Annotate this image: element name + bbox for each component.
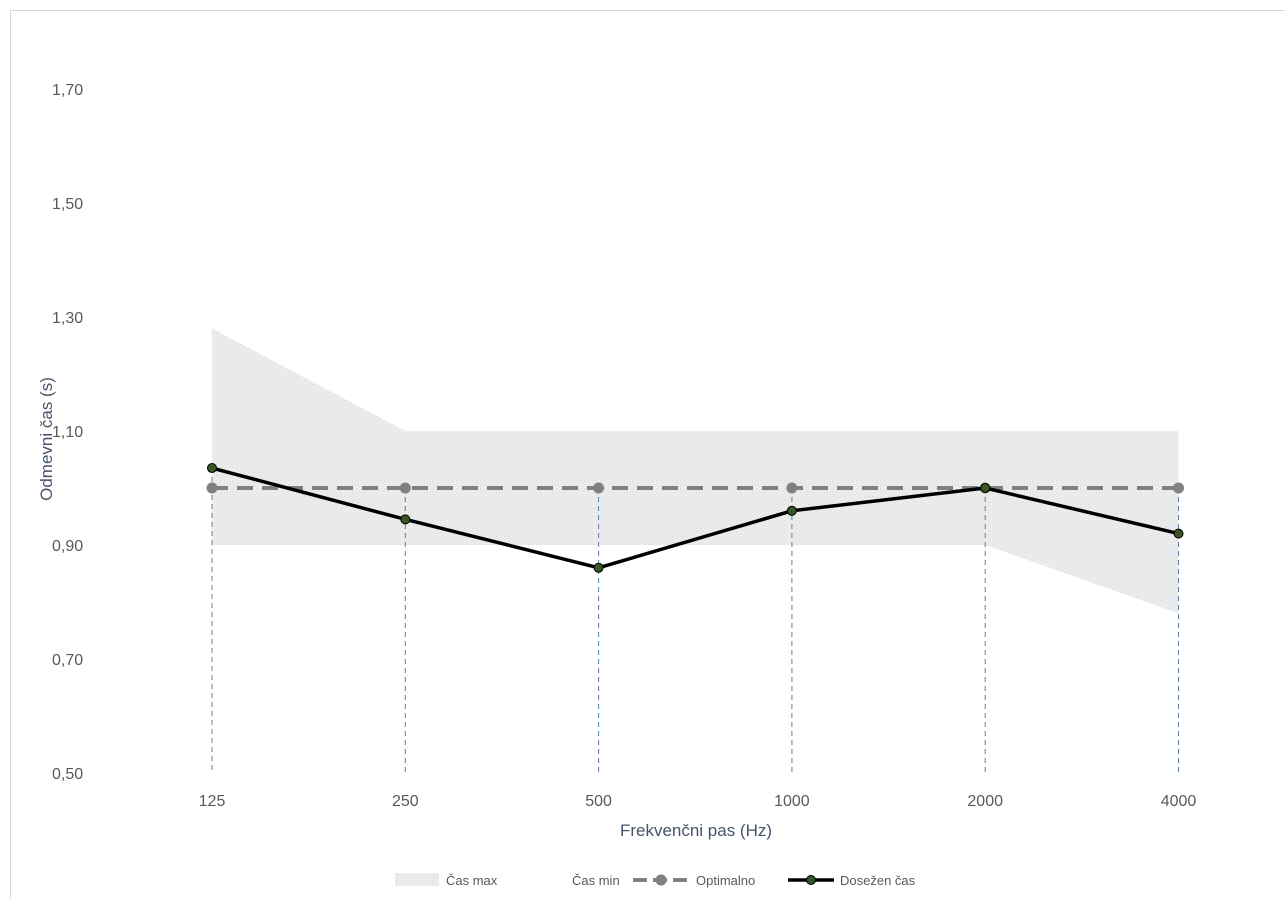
x-tick-label: 1000 [774,793,810,810]
y-axis: 0,50 0,70 0,90 1,10 1,30 1,50 1,70 [52,82,83,783]
x-tick-label: 500 [585,793,612,810]
legend-marker-dosezen-cas [806,875,816,885]
point-optimalno [206,482,218,494]
x-axis: 125 250 500 1000 2000 4000 [199,793,1197,810]
y-tick-label: 1,70 [52,82,83,99]
point-dosezen-cas [786,505,797,516]
legend-swatch-cas-min [520,873,564,886]
y-tick-label: 0,90 [52,538,83,555]
point-dosezen-cas [400,514,411,525]
point-optimalno [399,482,411,494]
point-optimalno [786,482,798,494]
y-tick-label: 1,50 [52,196,83,213]
tolerance-band [212,328,1179,614]
x-tick-label: 2000 [967,793,1003,810]
x-tick-label: 250 [392,793,419,810]
y-tick-label: 1,10 [52,424,83,441]
legend-label-cas-max: Čas max [446,873,498,888]
point-dosezen-cas [980,483,991,493]
legend-label-cas-min: Čas min [572,873,620,888]
legend-marker-optimalno [655,874,667,886]
legend: Čas max Čas min Optimalno Dosežen čas [395,873,916,888]
x-tick-label: 4000 [1161,793,1197,810]
band-layer [212,328,1179,614]
y-tick-label: 1,30 [52,310,83,327]
point-dosezen-cas [207,463,217,474]
y-tick-label: 0,70 [52,652,83,669]
chart-border [10,10,1285,898]
legend-label-optimalno: Optimalno [696,873,755,888]
legend-label-dosezen-cas: Dosežen čas [840,873,916,888]
x-axis-title: Frekvenčni pas (Hz) [620,821,772,840]
series-layer [206,463,1184,573]
point-dosezen-cas [1173,528,1184,539]
series-line-dosezen-cas [211,466,1179,570]
point-dosezen-cas [593,562,604,573]
point-optimalno [593,482,605,494]
y-axis-title: Odmevni čas (s) [37,377,56,501]
x-tick-label: 125 [199,793,226,810]
y-tick-label: 0,50 [52,766,83,783]
point-optimalno [1173,482,1184,494]
legend-swatch-cas-max [395,873,439,886]
